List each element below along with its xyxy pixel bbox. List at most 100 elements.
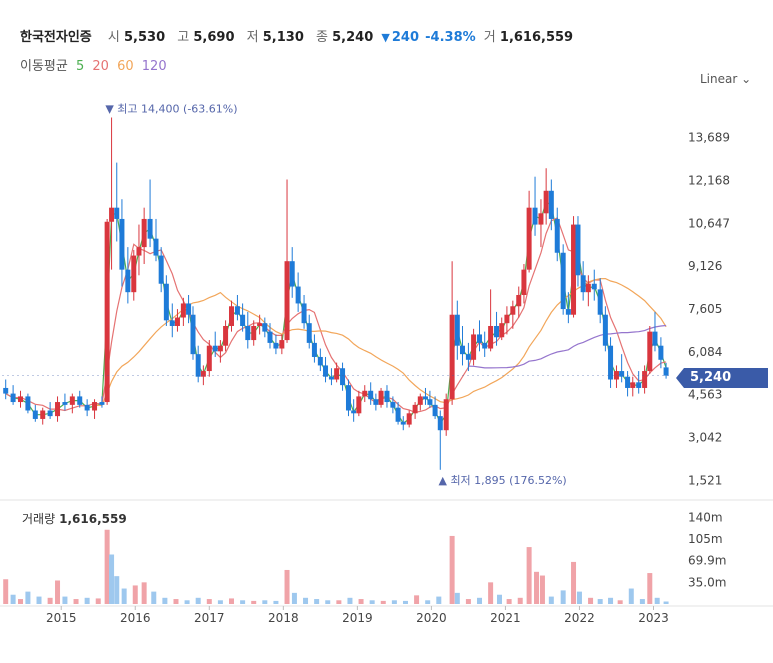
candle-body — [234, 306, 240, 315]
stock-header: 한국전자인증 시 5,530 고 5,690 저 5,130 종 5,240 ▼… — [20, 26, 577, 45]
volume-bar — [217, 600, 223, 604]
x-tick-label: 2015 — [46, 611, 77, 625]
candle-body — [613, 371, 619, 380]
volume-bar — [663, 601, 669, 604]
ma-60-label: 60 — [117, 59, 134, 74]
candle-body — [602, 314, 608, 346]
candle-body — [119, 218, 125, 270]
candle-body — [597, 289, 603, 315]
volume-bar — [497, 594, 503, 604]
close-value: 5,240 — [332, 30, 374, 45]
volume-bar — [206, 599, 212, 604]
volume-bar — [436, 596, 442, 604]
candle-body — [351, 410, 357, 414]
candle-body — [543, 190, 549, 214]
candle-body — [580, 275, 586, 293]
candle-body — [548, 190, 554, 219]
volume-bar — [628, 588, 634, 604]
volume-bar — [597, 599, 603, 604]
candle-body — [163, 283, 169, 321]
candle-body — [114, 207, 120, 219]
candle-body — [136, 247, 142, 256]
volume-bar — [380, 600, 386, 604]
volume-bar — [391, 600, 397, 604]
candle-body — [526, 207, 532, 270]
candle-body — [190, 314, 196, 355]
volume-bar — [229, 598, 235, 604]
candle-body — [141, 218, 147, 248]
high-value: 5,690 — [193, 30, 235, 45]
y-tick-label: 7,605 — [688, 302, 722, 316]
candle-body — [267, 331, 273, 343]
candle-body — [84, 404, 90, 411]
volume-bar — [548, 596, 554, 604]
candle-body — [471, 334, 477, 360]
volume-panel-label: 거래량 1,616,559 — [22, 510, 127, 527]
volume-bar — [73, 599, 79, 604]
candle-body — [200, 371, 206, 377]
y-tick-label: 13,689 — [688, 131, 730, 145]
volume-bar — [617, 600, 623, 604]
volume-bar — [84, 597, 90, 604]
candle-body — [585, 283, 591, 293]
min-price-annotation: ▲ 최저 1,895 (176.52%) — [438, 474, 566, 487]
close-label: 종 — [316, 30, 328, 45]
ma-120-line — [468, 324, 667, 369]
volume-bar — [539, 575, 545, 604]
volume-bar — [55, 580, 61, 604]
volume-bar — [36, 596, 42, 604]
volume-bar — [151, 591, 157, 604]
volume-bar — [104, 529, 110, 604]
candle-body — [257, 323, 263, 326]
candle-body — [395, 407, 401, 422]
volume-bar — [47, 597, 53, 604]
candle-body — [251, 325, 257, 341]
candle-body — [306, 323, 312, 343]
candle-body — [454, 314, 460, 346]
candle-body — [289, 261, 295, 287]
x-tick-label: 2017 — [194, 611, 225, 625]
candle-body — [153, 238, 159, 256]
volume-bar — [358, 599, 364, 604]
volume-bar — [3, 579, 9, 604]
volume-bar — [184, 600, 190, 604]
candle-body — [625, 376, 631, 388]
candle-body — [262, 323, 268, 332]
candle-body — [340, 368, 346, 386]
volume-tick-label: 69.9m — [688, 554, 726, 568]
candle-body — [328, 376, 334, 380]
volume-tick-label: 140m — [688, 510, 723, 524]
candle-body — [532, 207, 538, 225]
scale-dropdown-button[interactable]: Linear ⌄ — [700, 72, 751, 86]
candle-body — [301, 303, 307, 324]
candle-body — [384, 390, 390, 403]
candle-body — [554, 218, 560, 253]
candle-body — [571, 224, 577, 315]
candle-body — [642, 371, 648, 388]
candle-body — [323, 365, 329, 377]
candle-body — [459, 345, 465, 355]
volume-bar — [291, 592, 297, 604]
volume-tick-label: 35.0m — [688, 575, 726, 589]
low-label: 저 — [246, 30, 259, 45]
candle-body — [317, 356, 323, 366]
candle-body — [504, 314, 510, 324]
volume-bar — [369, 600, 375, 604]
moving-average-label: 이동평균 — [20, 59, 68, 74]
y-tick-label: 3,042 — [688, 430, 722, 444]
candle-body — [521, 269, 527, 295]
volume-bar — [347, 597, 353, 604]
candle-body — [18, 396, 24, 403]
candle-body — [432, 404, 438, 417]
candle-body — [510, 306, 516, 315]
candle-body — [334, 368, 340, 380]
volume-bar — [121, 588, 127, 604]
candle-body — [279, 340, 285, 349]
volume-bar — [240, 600, 246, 604]
candle-body — [630, 382, 636, 388]
y-tick-label: 12,168 — [688, 173, 730, 187]
candle-body — [212, 345, 218, 352]
volume-bar — [477, 597, 483, 604]
open-label: 시 — [107, 30, 120, 45]
